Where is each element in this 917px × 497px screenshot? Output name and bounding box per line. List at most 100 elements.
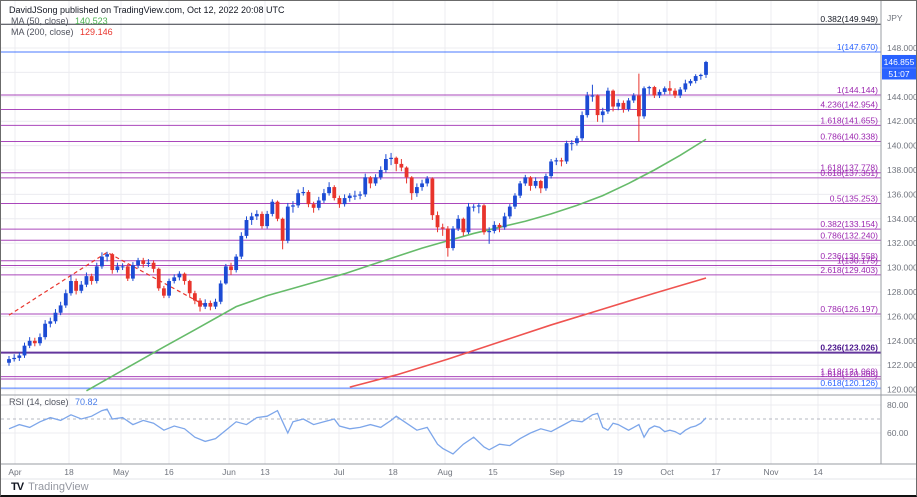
candle-body [425,178,430,184]
candle-body [172,277,177,282]
candle-body [244,220,249,236]
price-tick-label: 124.000 [887,336,917,346]
candle-body [420,183,424,188]
price-tick-label: 130.000 [887,263,917,273]
candle-body [471,206,476,208]
candle-body [167,281,171,296]
time-tick-label[interactable]: May [113,467,130,477]
candle-body [383,159,388,170]
candle-body [667,88,672,91]
candle-body [440,227,445,229]
time-tick-label[interactable]: Jul [334,467,345,477]
candle-body [636,95,641,117]
time-tick-label[interactable]: 13 [260,467,270,477]
fib-label: 1(147.670) [837,42,878,52]
candle-body [94,266,99,282]
time-tick-label[interactable]: 15 [488,467,498,477]
candle-body [621,102,626,109]
time-tick-label[interactable]: Oct [660,467,674,477]
pattern-dashed-line [8,251,206,316]
rsi-legend[interactable]: RSI (14, close) 70.82 [9,397,98,407]
rsi-value: 70.82 [75,397,98,407]
candle-body [657,91,662,96]
tradingview-watermark-text: TradingView [28,481,89,493]
rsi-label: RSI (14, close) [9,397,69,407]
candle-body [322,193,326,201]
candle-body [704,61,708,75]
candle-body [595,95,600,116]
price-tick-label: 144.000 [887,92,917,102]
rsi-tick-label: 80.00 [887,400,909,410]
candle-body [445,228,450,249]
time-tick-label[interactable]: 19 [613,467,623,477]
candle-body [497,224,502,228]
candle-body [580,115,584,139]
ma200-label: MA (200, close) [11,27,74,37]
candle-body [84,276,89,285]
time-tick-label[interactable]: Apr [8,467,21,477]
candle-body [17,355,22,358]
time-tick-label[interactable]: 18 [64,467,74,477]
candle-body [120,266,125,268]
price-tick-label: 136.000 [887,189,917,199]
fib-label: 0.618(137.351) [820,168,878,178]
candle-body [12,357,17,360]
time-tick-label[interactable]: 18 [388,467,398,477]
candle-body [430,178,435,216]
rsi-line [8,408,707,455]
candle-body [368,177,373,184]
ma50-legend[interactable]: MA (50, close) 140.523 [11,16,108,26]
time-tick-label[interactable]: 14 [813,467,823,477]
candle-body [626,100,631,109]
candle-body [404,167,409,178]
candle-body [688,80,693,84]
candle-body [409,177,414,194]
time-tick-label[interactable]: Nov [763,467,779,477]
candle-body [642,88,646,117]
candle-body [337,198,342,205]
candle-body [662,88,667,92]
candle-body [611,90,615,107]
price-tick-label: 142.000 [887,116,917,126]
candle-body [332,187,337,199]
candle-body [151,262,156,269]
candle-body [275,201,280,219]
fib-label: 1.618(120.868) [820,369,878,379]
currency-label: JPY [887,13,903,23]
candle-body [229,266,233,271]
time-tick-label[interactable]: 16 [164,467,174,477]
candle-body [502,216,507,228]
candle-body [476,205,481,207]
candle-body [528,177,533,186]
fib-label: 1.618(121.068) [820,367,878,377]
price-tick-label: 140.000 [887,141,917,151]
ma200-line [349,277,707,388]
time-tick-label[interactable]: 17 [711,467,721,477]
price-tick-label: 126.000 [887,311,917,321]
candle-body [38,337,42,344]
candle-body [218,283,223,302]
candle-body [533,180,538,186]
fib-label: 0.5(135.253) [830,194,878,204]
time-tick-label[interactable]: Sep [549,467,564,477]
fib-label: 1.618(137.778) [820,163,878,173]
candle-body [115,266,120,271]
candle-body [58,305,63,313]
time-tick-label[interactable]: Jun [222,467,236,477]
candle-body [110,254,115,271]
ma200-legend[interactable]: MA (200, close) 129.146 [11,27,113,37]
price-tick-label: 134.000 [887,214,917,224]
candle-body [683,83,688,90]
time-tick-label[interactable]: Aug [437,467,452,477]
tradingview-watermark[interactable]: TV TradingView [11,481,89,493]
candle-body [693,76,698,81]
candle-body [74,281,79,291]
candle-body [63,293,68,306]
countdown-badge [882,68,916,80]
candle-body [203,302,208,307]
candle-body [327,187,332,194]
fib-label: 0.618(120.126) [820,378,878,388]
tradingview-logo-icon: TV [11,481,24,493]
candle-body [461,218,466,233]
